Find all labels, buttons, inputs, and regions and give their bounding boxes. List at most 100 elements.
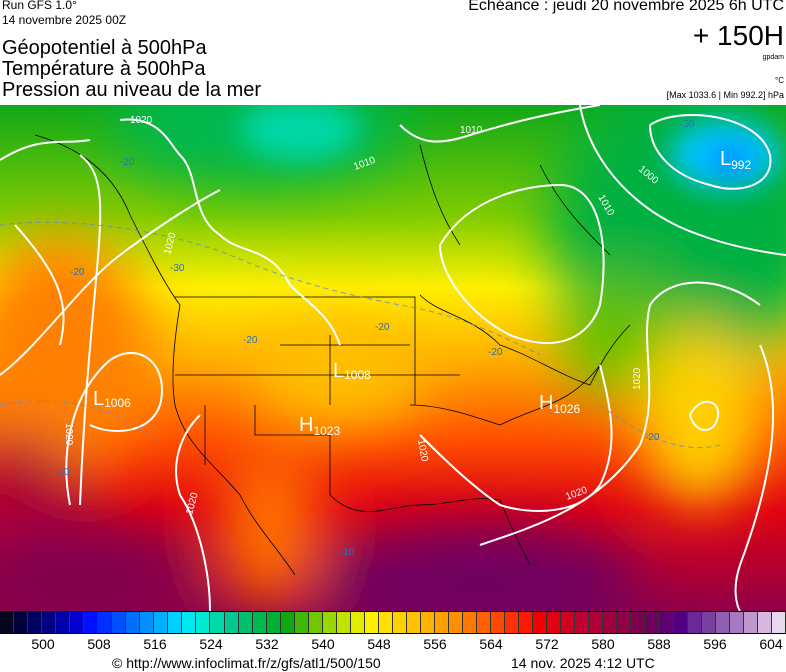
colorbar-swatch: [463, 612, 478, 633]
colorbar-swatch: [533, 612, 548, 633]
svg-text:-10: -10: [55, 467, 70, 478]
colorbar-swatch: [589, 612, 604, 633]
colorbar-swatch: [617, 612, 632, 633]
run-label: Run GFS 1.0°: [2, 0, 77, 12]
colorbar-tick-label: 556: [423, 636, 447, 652]
title-pressure: Pression au niveau de la mer: [2, 79, 262, 101]
colorbar-swatch: [238, 612, 253, 633]
colorbar-swatch: [687, 612, 702, 633]
colorbar-swatch: [673, 612, 688, 633]
colorbar-swatch: [434, 612, 449, 633]
colorbar-swatch: [350, 612, 365, 633]
colorbar-tick-label: 516: [143, 636, 167, 652]
colorbar-swatch: [14, 612, 29, 633]
colorbar-swatch: [505, 612, 520, 633]
weather-map: L992 L1006 L1008 H1023 H1026 1020 1020 1…: [0, 105, 786, 611]
colorbar-swatch: [336, 612, 351, 633]
svg-text:-30: -30: [170, 263, 185, 274]
svg-text:-20: -20: [243, 335, 258, 346]
colorbar-tick-label: 564: [479, 636, 503, 652]
colorbar-tick-label: 524: [199, 636, 223, 652]
colorbar-swatch: [98, 612, 113, 633]
colorbar-swatch: [56, 612, 71, 633]
low-992: L992: [720, 148, 751, 172]
coastlines: [34, 134, 631, 576]
svg-text:-20: -20: [645, 432, 660, 443]
colorbar-swatch: [252, 612, 267, 633]
colorbar-swatch: [729, 612, 744, 633]
colorbar-swatch: [224, 612, 239, 633]
colorbar-swatch: [771, 612, 786, 633]
colorbar-swatch: [547, 612, 562, 633]
colorbar-swatch: [112, 612, 127, 633]
colorbar: [0, 611, 786, 634]
pressure-range: [Max 1033.6 | Min 992.2] hPa: [666, 90, 784, 100]
lead-time: + 150H: [692, 20, 784, 51]
temperature-contours: [0, 221, 721, 449]
colorbar-swatch: [28, 612, 43, 633]
colorbar-swatch: [70, 612, 85, 633]
colorbar-swatch: [84, 612, 99, 633]
colorbar-swatch: [126, 612, 141, 633]
colorbar-swatch: [603, 612, 618, 633]
low-1006: L1006: [93, 388, 131, 410]
colorbar-swatch: [406, 612, 421, 633]
colorbar-swatch: [182, 612, 197, 633]
title-temperature: Température à 500hPa: [2, 58, 206, 80]
colorbar-swatch: [294, 612, 309, 633]
pressure-centers: L992 L1006 L1008 H1023 H1026: [93, 148, 751, 438]
forecast-valid-time: Echéance : jeudi 20 novembre 2025 6h UTC: [468, 0, 784, 14]
high-1026: H1026: [539, 392, 580, 416]
isobars: [0, 105, 786, 611]
colorbar-swatch: [743, 612, 758, 633]
run-date: 14 novembre 2025 00Z: [2, 13, 127, 27]
colorbar-swatch: [575, 612, 590, 633]
credit-link[interactable]: © http://www.infoclimat.fr/z/gfs/atl1/50…: [112, 655, 381, 671]
colorbar-tick-label: 508: [87, 636, 111, 652]
svg-text:1020: 1020: [63, 423, 74, 446]
colorbar-swatch: [477, 612, 492, 633]
colorbar-swatch: [168, 612, 183, 633]
colorbar-swatch: [364, 612, 379, 633]
colorbar-swatch: [715, 612, 730, 633]
colorbar-swatch: [378, 612, 393, 633]
colorbar-swatch: [0, 612, 15, 633]
isobar-labels: 1020 1020 1010 1010 1010 1000 1020 1020 …: [63, 115, 661, 516]
temperature-labels: -30 -30 -20 -20 -20 -20 -20 -20 -10 -10: [55, 119, 695, 558]
colorbar-tick-label: 532: [255, 636, 279, 652]
svg-text:1010: 1010: [460, 125, 483, 136]
svg-text:-30: -30: [680, 119, 695, 130]
svg-text:-10: -10: [340, 547, 355, 558]
low-1008: L1008: [333, 360, 371, 382]
svg-text:-20: -20: [120, 157, 135, 168]
colorbar-tick-label: 580: [591, 636, 615, 652]
colorbar-swatch: [140, 612, 155, 633]
svg-text:1020: 1020: [415, 439, 430, 463]
colorbar-swatch: [154, 612, 169, 633]
colorbar-tick-label: 604: [759, 636, 783, 652]
colorbar-swatch: [645, 612, 660, 633]
generation-timestamp: 14 nov. 2025 4:12 UTC: [511, 655, 655, 671]
colorbar-swatch: [659, 612, 674, 633]
colorbar-swatch: [196, 612, 211, 633]
unit-geopotential: gpdam: [762, 54, 784, 61]
svg-text:-20: -20: [375, 322, 390, 333]
colorbar-swatch: [210, 612, 225, 633]
colorbar-swatch: [42, 612, 57, 633]
colorbar-swatch: [631, 612, 646, 633]
colorbar-swatch: [561, 612, 576, 633]
colorbar-swatch: [280, 612, 295, 633]
svg-text:-20: -20: [70, 267, 85, 278]
colorbar-tick-label: 540: [311, 636, 335, 652]
colorbar-tick-label: 548: [367, 636, 391, 652]
colorbar-swatch: [491, 612, 506, 633]
colorbar-swatch: [308, 612, 323, 633]
colorbar-tick-label: 596: [703, 636, 727, 652]
colorbar-swatch: [519, 612, 534, 633]
high-1023: H1023: [299, 414, 340, 438]
svg-text:1020: 1020: [632, 367, 643, 390]
colorbar-swatch: [420, 612, 435, 633]
colorbar-swatch: [701, 612, 716, 633]
colorbar-swatch: [757, 612, 772, 633]
colorbar-swatch: [322, 612, 337, 633]
